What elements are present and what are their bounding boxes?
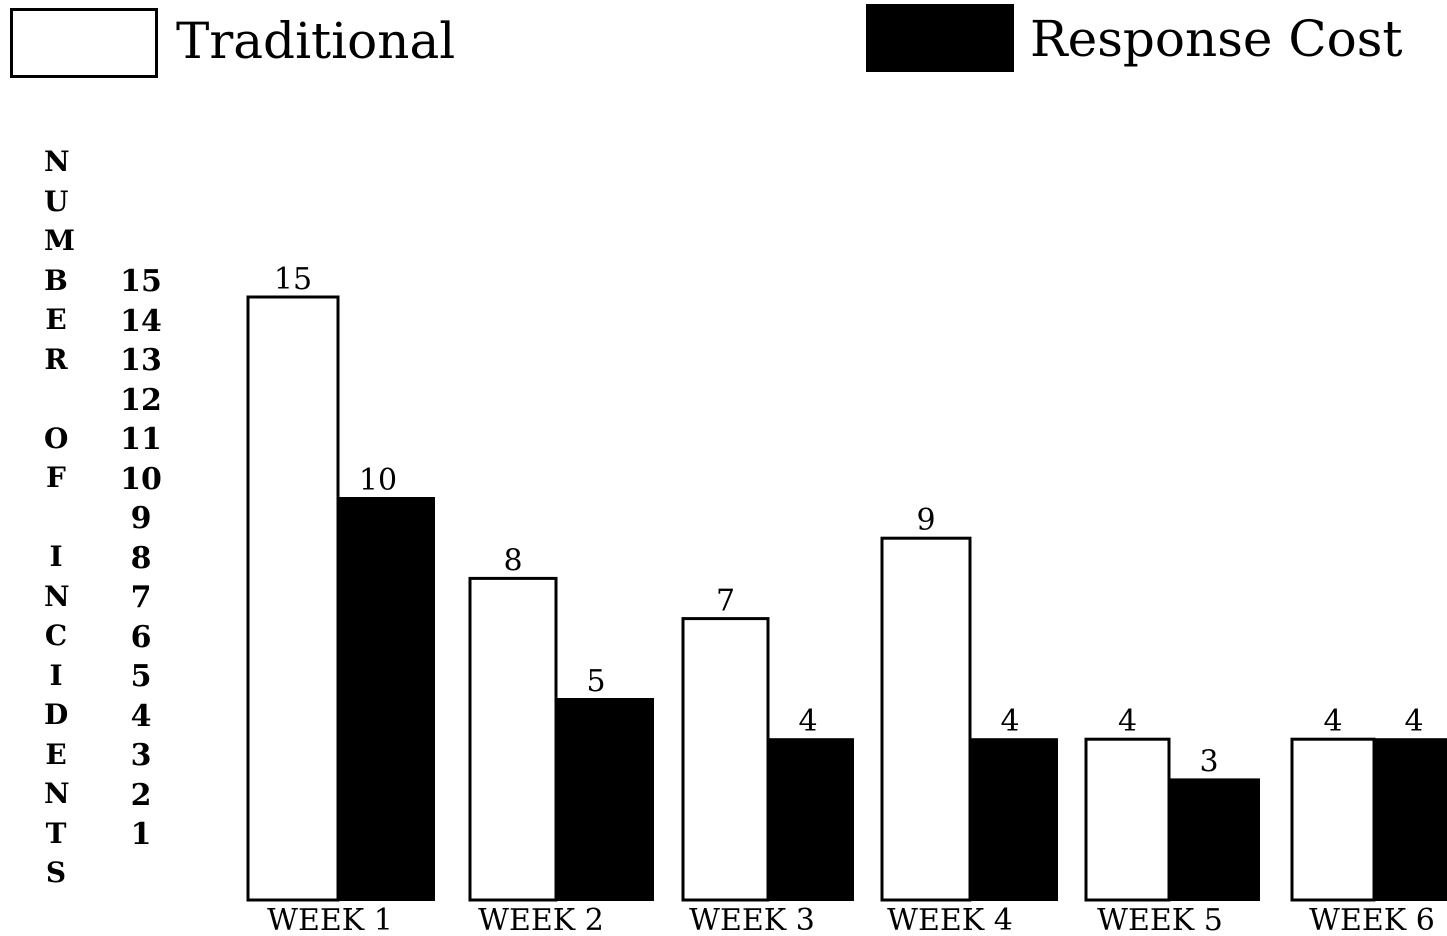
category-label: WEEK 6 (1309, 903, 1435, 936)
y-axis-label-letter: C (44, 619, 68, 652)
data-label-response-cost: 4 (1000, 704, 1019, 739)
bar-response-cost (767, 738, 854, 902)
bar-traditional (246, 295, 340, 902)
y-axis-label-letter: E (45, 737, 67, 771)
bar-traditional (1290, 737, 1376, 902)
data-label-response-cost: 4 (798, 704, 817, 739)
y-tick-label: 7 (130, 580, 152, 615)
y-axis-label-letter: I (49, 540, 63, 573)
y-axis-label-letter: N (44, 777, 70, 810)
bar-response-cost (1168, 778, 1260, 902)
data-label-traditional: 4 (1323, 704, 1342, 739)
y-tick-label: 1 (130, 817, 152, 852)
y-axis-label-letter: U (44, 184, 69, 218)
y-tick-label: 10 (120, 461, 162, 497)
y-axis-label-letter: T (45, 816, 67, 850)
bar-response-cost (969, 738, 1058, 902)
category-label: WEEK 2 (478, 903, 604, 936)
data-label-traditional: 4 (1118, 704, 1137, 739)
legend-label-response-cost: Response Cost (1030, 10, 1403, 68)
y-tick-label: 15 (120, 264, 162, 299)
bar-traditional (468, 576, 558, 902)
y-axis-label-letter: E (45, 303, 67, 336)
y-tick-label: 5 (130, 659, 152, 694)
y-tick-label: 12 (120, 382, 162, 418)
data-label-traditional: 7 (716, 584, 735, 619)
y-tick-label: 4 (130, 698, 152, 734)
y-axis-label-letter: D (44, 698, 69, 731)
y-axis-label-letter: N (44, 579, 70, 613)
y-axis-label-letter: F (46, 461, 66, 494)
legend-label-traditional: Traditional (176, 12, 456, 70)
y-tick-label: 2 (130, 777, 152, 813)
y-axis-label-letter: O (44, 421, 69, 455)
bar-response-cost (1373, 738, 1447, 902)
y-axis-label-letter: N (44, 145, 70, 178)
category-label: WEEK 3 (689, 903, 815, 936)
y-axis-label-letter: R (44, 342, 68, 376)
y-tick-label: 11 (120, 422, 162, 457)
data-label-response-cost: 5 (586, 664, 605, 699)
data-label-traditional: 15 (274, 262, 312, 297)
y-tick-label: 9 (130, 501, 152, 536)
bar-traditional (880, 536, 972, 902)
y-tick-label: 13 (120, 343, 162, 378)
category-label: WEEK 4 (887, 903, 1013, 936)
y-tick-label: 6 (130, 619, 152, 655)
legend-swatch-traditional (10, 8, 158, 78)
bar-response-cost (337, 497, 435, 901)
data-label-response-cost: 4 (1404, 704, 1423, 739)
data-label-response-cost: 10 (359, 463, 397, 498)
bar-traditional (681, 617, 770, 902)
bar-traditional (1084, 737, 1171, 902)
data-label-traditional: 9 (916, 503, 935, 538)
y-axis-label-letter: B (44, 263, 68, 297)
data-label-response-cost: 3 (1199, 744, 1218, 779)
y-axis-label-letter: S (45, 856, 67, 889)
y-tick-label: 14 (120, 303, 162, 339)
legend-swatch-response-cost (866, 4, 1014, 72)
bar-response-cost (555, 698, 654, 901)
category-label: WEEK 5 (1097, 903, 1223, 936)
y-tick-label: 8 (130, 540, 152, 576)
category-label: WEEK 1 (267, 903, 393, 936)
y-tick-label: 3 (130, 738, 152, 773)
data-label-traditional: 8 (503, 543, 522, 578)
y-axis-label-letter: I (49, 658, 63, 692)
